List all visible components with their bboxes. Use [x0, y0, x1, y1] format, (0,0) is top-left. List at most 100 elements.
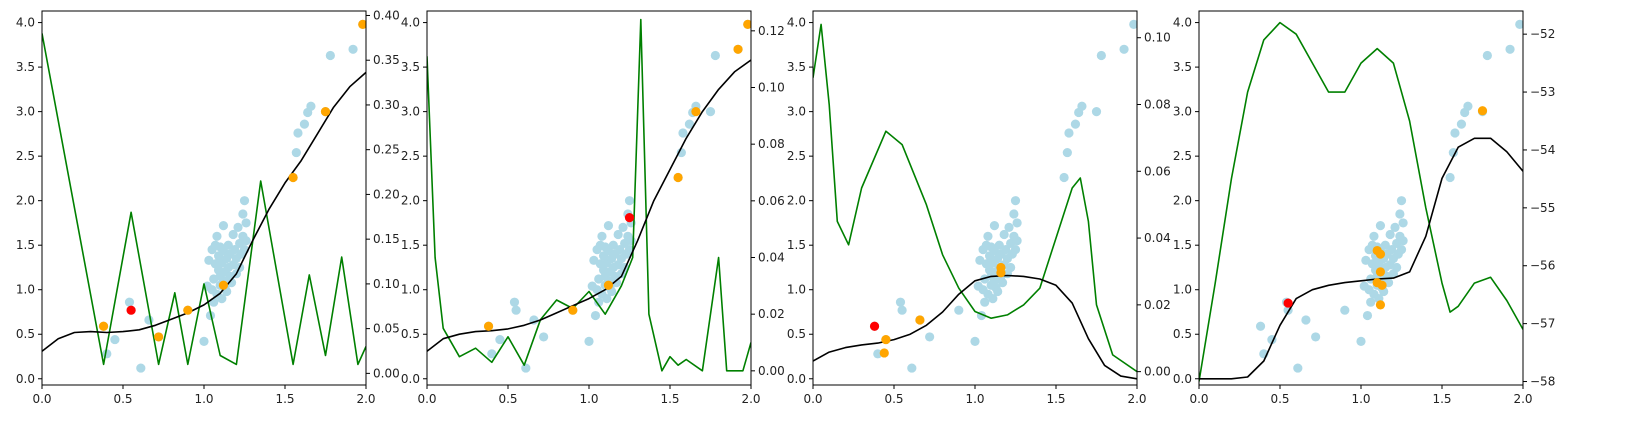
plot-area [813, 19, 1137, 380]
observation-point [603, 221, 614, 231]
x-tick-label: 1.0 [194, 392, 213, 406]
observation-point [1369, 231, 1379, 241]
y-tick-label: 1.0 [16, 283, 35, 297]
y-tick-label: 2.0 [787, 194, 806, 208]
mean-curve [1199, 137, 1523, 380]
x-tick-label: 1.0 [579, 392, 598, 406]
y-tick-label: 3.0 [401, 105, 420, 119]
observation-point [1356, 336, 1366, 346]
y2-tick-label: −58 [1530, 375, 1555, 389]
selected-point [98, 321, 109, 331]
observation-point [615, 245, 625, 255]
y-tick-label: 2.5 [16, 149, 35, 163]
observation-point [293, 128, 303, 138]
y2-tick-label: 0.15 [373, 232, 400, 246]
observation-point [1396, 196, 1407, 206]
y2-tick-label: −56 [1530, 259, 1555, 273]
observation-point [1456, 119, 1467, 129]
y2-tick-label: 0.20 [373, 187, 400, 201]
observation-point [1398, 236, 1408, 246]
observation-point [1340, 305, 1350, 315]
observation-point [487, 349, 497, 359]
observation-point [1448, 147, 1458, 158]
observation-point [1301, 315, 1311, 325]
y2-tick-label: 0.00 [373, 366, 400, 380]
observation-point [597, 231, 607, 241]
y2-tick-label: 0.08 [1144, 98, 1171, 112]
selected-point [288, 172, 298, 183]
y-tick-label: 3.5 [401, 60, 420, 74]
observation-point [144, 315, 154, 325]
y-tick-label: 2.5 [401, 149, 420, 163]
y-tick-label: 4.0 [16, 16, 35, 30]
observation-point [1375, 221, 1386, 231]
observation-point [1010, 245, 1021, 255]
observation-point [1062, 147, 1072, 158]
selected-point [1375, 300, 1386, 310]
axes-frame [41, 10, 367, 386]
y-tick-label: 2.0 [401, 194, 420, 208]
acquisition-curve [813, 23, 1137, 373]
observation-point [217, 294, 227, 304]
selected-point [603, 280, 614, 290]
observation-point [705, 107, 716, 117]
y-tick-label: 4.0 [1173, 16, 1192, 30]
observation-point [897, 305, 907, 315]
observation-point [907, 363, 917, 373]
observation-point [228, 229, 238, 240]
y2-tick-label: −54 [1530, 143, 1555, 157]
observation-point [1445, 172, 1455, 183]
y-tick-label: 1.5 [401, 238, 420, 252]
observation-point [611, 277, 622, 288]
next-point [1283, 298, 1293, 308]
y2-tick-label: 0.02 [758, 307, 785, 321]
selected-point [358, 19, 366, 29]
observation-point [218, 221, 229, 231]
observation-point [1059, 172, 1069, 183]
selected-point [154, 332, 164, 342]
selected-point [691, 107, 701, 117]
observation-point [676, 147, 686, 158]
next-point [869, 321, 880, 331]
observation-point [954, 305, 964, 315]
observation-point [299, 119, 310, 129]
observation-point [509, 297, 520, 307]
axes-frame [426, 10, 752, 386]
y-tick-label: 1.0 [1173, 283, 1192, 297]
observation-point [1362, 310, 1373, 321]
selected-point [218, 280, 229, 290]
observation-point [1070, 119, 1081, 129]
x-tick-label: 1.5 [275, 392, 294, 406]
y-tick-label: 0.5 [787, 327, 806, 341]
y-tick-label: 3.5 [1173, 60, 1192, 74]
observation-point [110, 334, 120, 345]
observation-point [613, 229, 623, 240]
observation-point [983, 231, 993, 241]
y2-tick-label: 0.08 [758, 137, 785, 151]
chart-panel-2: 0.0 0.5 1.0 1.5 2.0 0.0 0.5 1.0 1.5 2.0 2.5 3.0 3.5 4… [401, 10, 785, 406]
plot-area [42, 19, 366, 373]
y-tick-label: 0.0 [16, 372, 35, 386]
observation-point [136, 363, 146, 373]
axes-frame [812, 10, 1138, 386]
y-tick-label: 0.5 [1173, 327, 1192, 341]
y2-tick-label: 0.10 [373, 277, 400, 291]
x-tick-label: 1.5 [660, 392, 679, 406]
y-tick-label: 1.0 [787, 283, 806, 297]
observation-point [539, 332, 549, 342]
y2-tick-label: 0.00 [758, 364, 785, 378]
x-tick-label: 0.5 [498, 392, 517, 406]
y-tick-label: 2.0 [16, 194, 35, 208]
observation-point [1001, 245, 1011, 255]
observation-point [624, 196, 635, 206]
selected-point [881, 334, 891, 345]
selected-point [1477, 106, 1488, 116]
y2-tick-label: 0.25 [373, 143, 400, 157]
observation-point [988, 294, 998, 304]
selected-point [183, 305, 193, 315]
next-point [624, 212, 635, 223]
x-tick-label: 2.0 [741, 392, 760, 406]
observation-point [495, 334, 505, 345]
observation-point [233, 222, 243, 232]
